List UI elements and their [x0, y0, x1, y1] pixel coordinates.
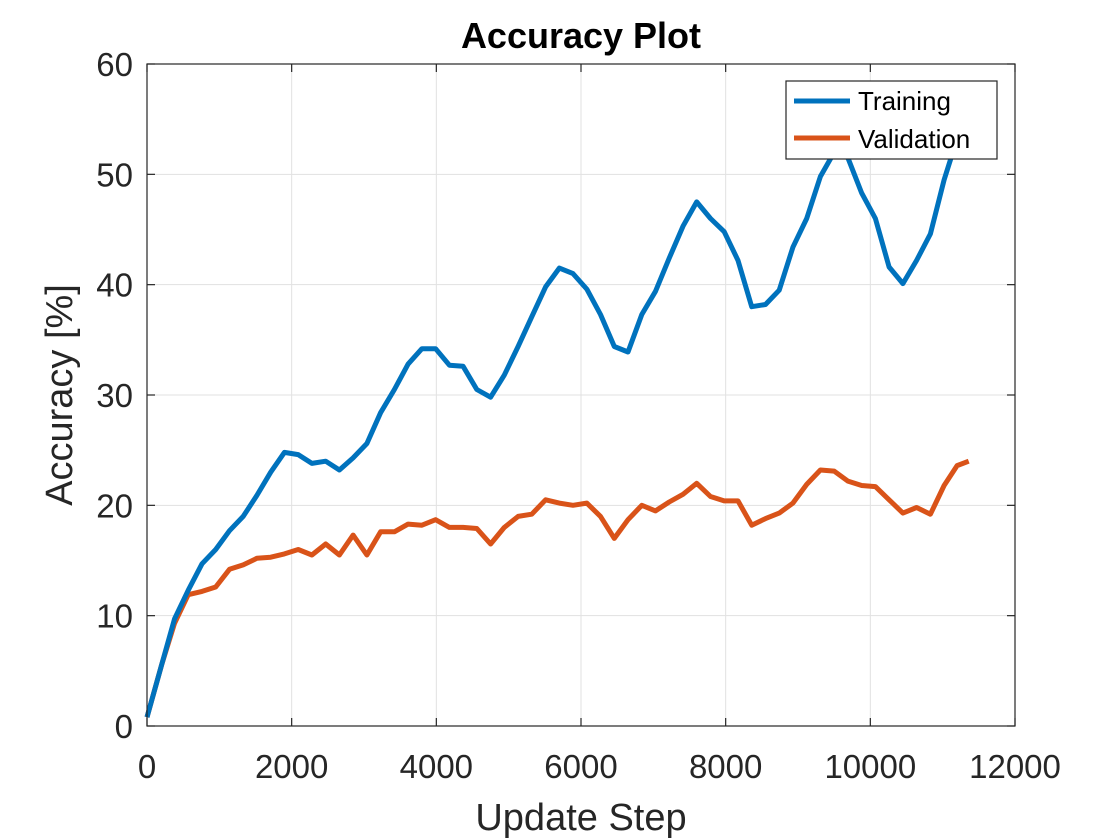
- legend-label-validation: Validation: [858, 124, 970, 154]
- y-tick-label: 20: [96, 487, 133, 524]
- y-tick-label: 10: [96, 598, 133, 635]
- x-axis-label: Update Step: [475, 797, 686, 839]
- y-tick-label: 50: [96, 156, 133, 193]
- grid: [147, 64, 1015, 726]
- y-axis-label: Accuracy [%]: [39, 284, 81, 506]
- x-tick-label: 6000: [544, 748, 617, 785]
- legend-box: [785, 80, 998, 160]
- chart-title: Accuracy Plot: [461, 15, 701, 56]
- legend-label-training: Training: [858, 86, 951, 116]
- axis-ticks: 0 2000 4000 6000 8000 10000 12000 0 10 20 30 40 50 60: [96, 46, 1061, 785]
- series-line-training: [144, 147, 957, 718]
- y-tick-label: 60: [96, 46, 133, 83]
- x-tick-label: 4000: [400, 748, 473, 785]
- x-tick-label: 2000: [255, 748, 328, 785]
- x-tick-label: 12000: [969, 748, 1061, 785]
- x-tick-label: 8000: [689, 748, 762, 785]
- series-lines: [144, 147, 970, 718]
- y-tick-label: 30: [96, 377, 133, 414]
- x-tick-label: 0: [138, 748, 156, 785]
- y-tick-label: 40: [96, 267, 133, 304]
- x-tick-label: 10000: [824, 748, 916, 785]
- y-tick-label: 0: [115, 708, 133, 745]
- legend: Training Validation: [785, 80, 998, 160]
- series-line-validation: [144, 458, 970, 718]
